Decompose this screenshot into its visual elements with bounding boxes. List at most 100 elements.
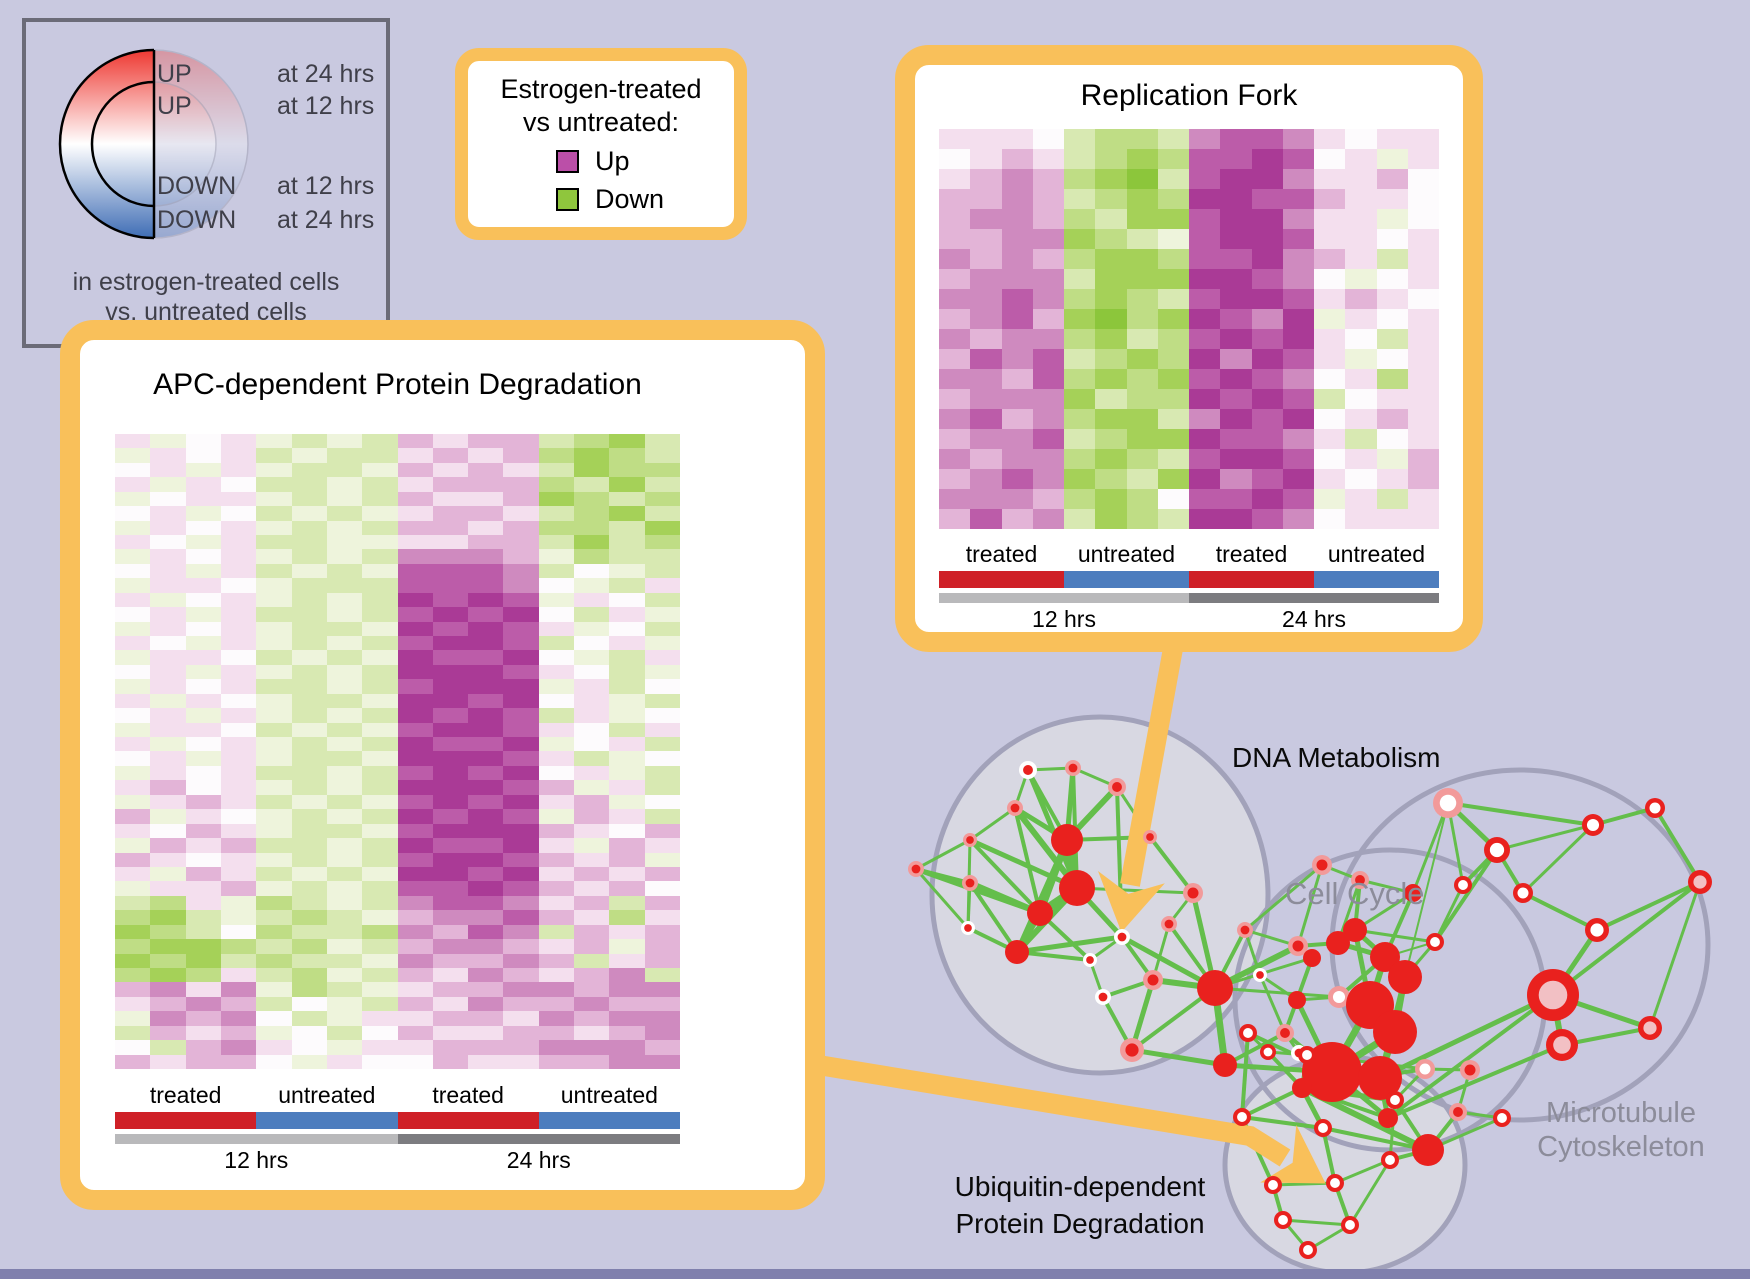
heatmap-cell [291,1054,327,1069]
heatmap-cell [1376,329,1408,349]
heatmap-cell [1032,489,1064,509]
heatmap-cell [1001,289,1033,309]
heatmap-cell [291,967,327,983]
heatmap-cell [574,491,610,507]
heatmap-cell [574,751,610,766]
condition-labels: treated untreated treated untreated [115,1082,680,1109]
heatmap-cell [468,679,504,694]
heatmap-cell [256,535,292,550]
heatmap-cell [503,737,539,752]
network-node-center [1278,1215,1288,1225]
heatmap-cell [1189,189,1221,209]
heatmap-cell [115,838,151,853]
heatmap-cell [432,996,469,1012]
heatmap-cell [1251,169,1283,189]
heatmap-cell [1251,469,1283,489]
heatmap-cell [220,953,257,968]
heatmap-cell [326,838,363,853]
heatmap-cell [362,1040,398,1055]
heatmap-cell [326,491,363,507]
heatmap-cell [609,895,645,911]
heatmap-cell [220,939,257,954]
heatmap-cell [397,794,433,810]
heatmap-cell [468,664,504,680]
heatmap-cell [1095,369,1127,389]
heatmap-cell [538,765,575,781]
network-node-center [1355,875,1365,885]
heatmap-cell [468,809,504,824]
network-node-center [1303,1245,1313,1255]
network-edge [1013,807,1042,914]
heatmap-cell [1126,169,1158,189]
heatmap-cell [256,895,292,911]
heatmap-cell [939,169,971,189]
heatmap-cell [609,866,645,882]
heatmap-cell [432,924,469,940]
heatmap-cell [326,967,363,983]
heatmap-cell [1376,289,1408,309]
heatmap-cell [1314,189,1346,209]
heatmap-cell [468,1040,504,1055]
heatmap-cell [220,650,257,665]
heatmap-cell [538,809,575,824]
heatmap-cell [538,491,575,507]
heatmap-cell [397,664,433,680]
network-edge [1447,801,1594,827]
ring-up-12-label: UP [157,92,192,120]
heatmap-cell [397,996,433,1012]
heatmap-cell [503,1040,539,1055]
heatmap-cell [115,1040,151,1055]
network-node-center [1098,992,1108,1002]
heatmap-cell [1126,289,1158,309]
heatmap-cell [939,269,971,289]
heatmap-cell [256,924,292,940]
heatmap-cell [538,708,575,723]
heatmap-cell [432,650,469,665]
heatmap-cell [468,895,504,911]
heatmap-cell [185,737,221,752]
heatmap-cell [220,751,257,766]
heatmap-cell [574,708,610,723]
heatmap-cell [609,650,645,665]
heatmap-cell [291,621,327,637]
heatmap-cell [397,578,433,593]
heatmap-cell [468,780,504,795]
heatmap-cell [432,636,469,651]
label-12hrs: 12 hrs [1032,606,1096,632]
heatmap-cell [397,636,433,651]
heatmap-cell [397,751,433,766]
timepoint-labels: 12 hrs 24 hrs [115,1147,680,1174]
heatmap-cell [1064,509,1096,529]
network-node-center [966,836,974,844]
heatmap-cell [256,563,292,579]
heatmap-cell [1126,489,1158,509]
heatmap-cell [150,1025,186,1041]
heatmap-cell [939,489,971,509]
heatmap-cell [220,881,257,896]
heatmap-cell [150,866,186,882]
heatmap-cell [291,953,327,968]
heatmap-cell [362,910,398,925]
heatmap-cell [115,563,151,579]
heatmap-cell [220,491,257,507]
heatmap-cell [326,506,363,521]
heatmap-cell [397,708,433,723]
heatmap-cell [609,679,645,694]
heatmap-cell [1189,489,1221,509]
heatmap-cell [538,520,575,536]
heatmap-cell [115,765,151,781]
heatmap-cell [397,838,433,853]
heatmap-cell [185,506,221,521]
heatmap-cell [397,650,433,665]
heatmap-cell [362,881,398,896]
heatmap-cell [432,982,469,997]
annotation-arrow [1097,630,1186,933]
network-node-center [1643,1021,1657,1035]
heatmap-cell [468,650,504,665]
heatmap-cell [468,866,504,882]
heatmap-cell [362,592,398,608]
heatmap-cell [1189,169,1221,189]
heatmap-cell [362,794,398,810]
heatmap-cell [185,939,221,954]
heatmap-cell [1032,429,1064,449]
